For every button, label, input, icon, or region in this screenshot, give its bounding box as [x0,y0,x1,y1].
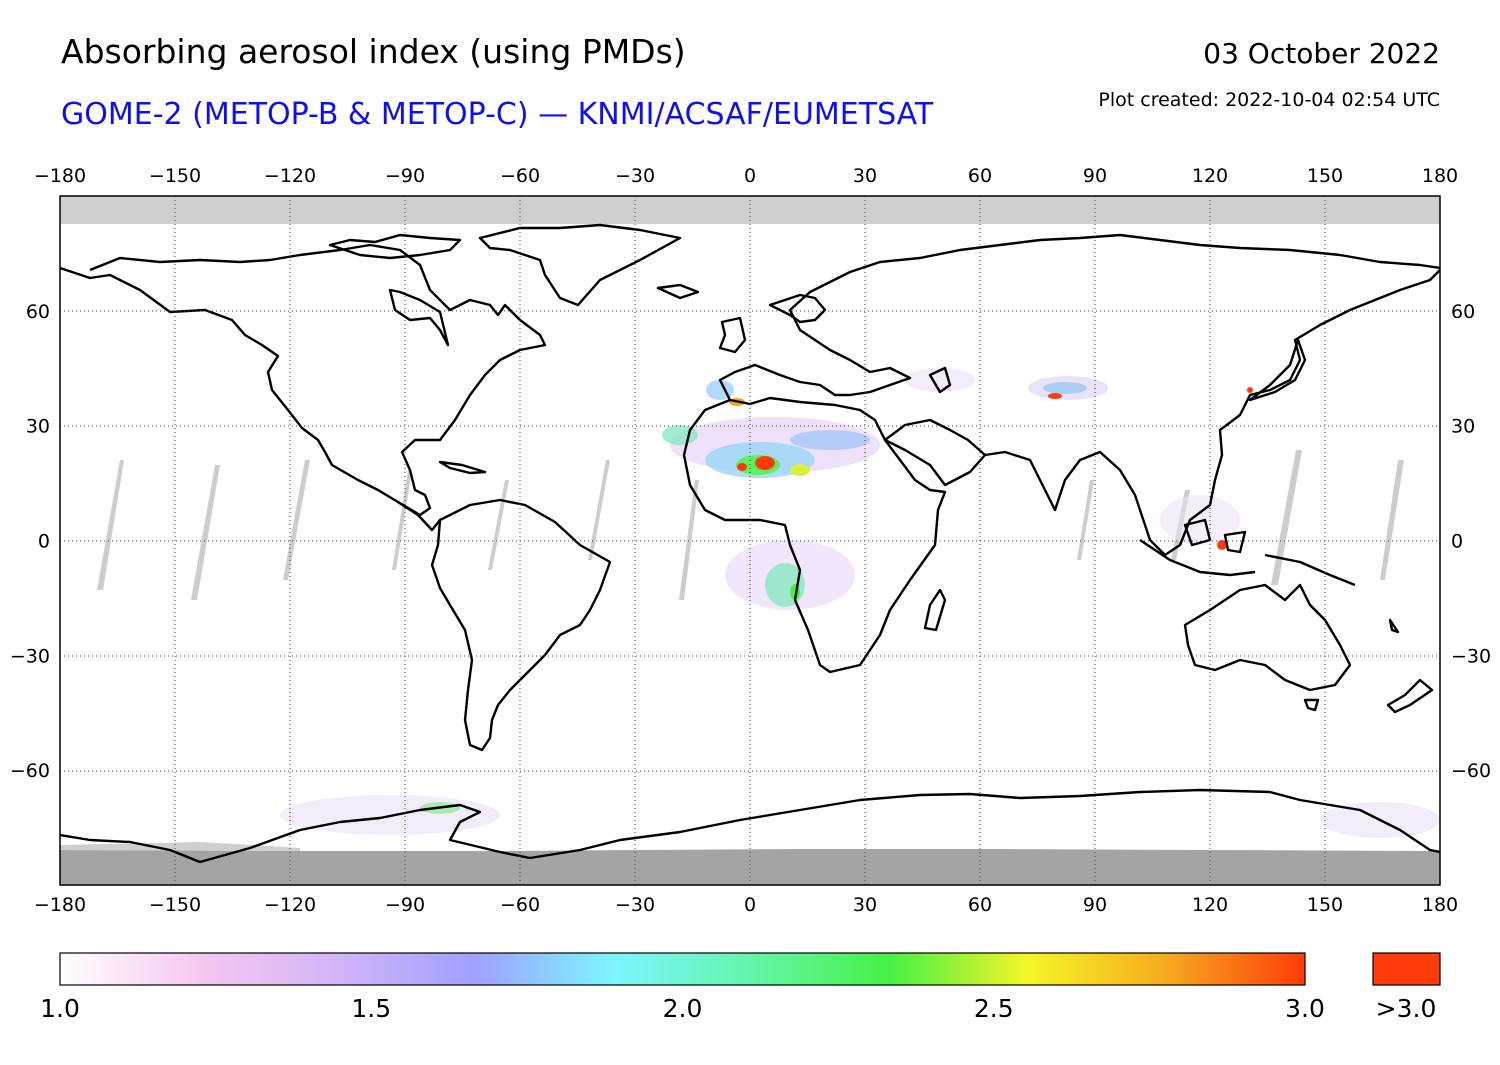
lon-tick-label: 60 [968,165,992,187]
map-subtitle: GOME-2 (METOP-B & METOP-C) — KNMI/ACSAF/… [61,97,934,132]
lat-tick-label: 0 [1451,531,1463,553]
coast-caspian [928,366,952,394]
aerosol-high-plumes [729,387,1253,600]
no-data-south-edge [60,842,300,851]
lon-tick-label: −150 [149,165,201,187]
lon-tick-label: −120 [264,165,316,187]
coast-europe [718,233,1440,401]
coast-japan [1248,338,1307,402]
coast-arctic-islands [328,233,462,260]
lon-tick-label: −60 [500,894,540,916]
lon-tick-label: −30 [615,165,655,187]
lat-tick-label: 60 [26,301,50,323]
map-title: Absorbing aerosol index (using PMDs) [61,32,686,71]
lat-tick-label: 30 [26,416,50,438]
lon-tick-label: 120 [1192,165,1228,187]
lon-tick-label: 180 [1422,165,1458,187]
lat-tick-label: −30 [1451,645,1491,667]
colorbar-tick-label: 1.5 [351,994,392,1023]
lon-tick-label: −150 [149,894,201,916]
lon-tick-label: −90 [385,894,425,916]
lat-tick-label: 0 [38,531,50,553]
colorbar-overflow-label: >3.0 [1375,994,1437,1023]
lon-tick-label: 60 [968,894,992,916]
plot-frame [59,195,1441,886]
coast-antarctica [60,788,1440,864]
coast-cuba [438,460,487,475]
lon-tick-label: 90 [1083,894,1107,916]
coast-britain [718,316,747,354]
lon-tick-label: 30 [853,165,877,187]
coast-central-america [397,500,441,532]
lon-tick-label: 30 [853,894,877,916]
polar-night-south [60,849,1440,885]
colorbar-tick-label: 2.5 [973,994,1014,1023]
coast-north-america [60,243,547,517]
latitude-ticks-left: 60 30 0 −30 −60 [10,301,50,782]
lon-tick-label: 150 [1307,894,1343,916]
colorbar-tick-label: 3.0 [1285,994,1325,1023]
lon-tick-label: −180 [34,894,86,916]
coast-scandinavia [768,293,827,324]
lat-tick-label: 60 [1451,301,1475,323]
lon-tick-label: 150 [1307,165,1343,187]
coast-hudson-bay [388,288,450,347]
latitude-ticks-right: 60 30 0 −30 −60 [1451,301,1491,782]
colorbar-overflow-swatch [1372,952,1441,986]
lon-tick-label: −30 [615,894,655,916]
lon-tick-label: −180 [34,165,86,187]
lon-tick-label: −90 [385,165,425,187]
lon-tick-label: 0 [744,894,756,916]
lat-tick-label: −60 [1451,760,1491,782]
coast-madagascar [923,588,947,632]
coast-africa [682,396,947,674]
longitude-ticks-bottom: −180 −150 −120 −90 −60 −30 0 30 60 90 120 150 180 [34,894,1458,916]
lon-tick-label: 180 [1422,894,1458,916]
lat-tick-label: −30 [10,645,50,667]
coast-south-america [430,498,612,752]
coast-iceland [656,283,700,300]
longitude-ticks-top: −180 −150 −120 −90 −60 −30 0 30 60 90 120 150 180 [34,165,1458,187]
coast-greenland [478,223,682,307]
lon-tick-label: 120 [1192,894,1228,916]
lon-tick-label: −120 [264,894,316,916]
coast-australia [1183,583,1352,692]
observation-date: 03 October 2022 [1203,37,1440,70]
colorbar [59,952,1306,986]
lon-tick-label: −60 [500,165,540,187]
lon-tick-label: 0 [744,165,756,187]
graticule [60,196,1440,885]
coast-new-zealand [1386,618,1434,714]
coast-tasmania [1303,698,1320,712]
lat-tick-label: 30 [1451,416,1475,438]
colorbar-tick-label: 2.0 [662,994,703,1023]
lat-tick-label: −60 [10,760,50,782]
plot-created-timestamp: Plot created: 2022-10-04 02:54 UTC [1098,89,1440,111]
colorbar-tick-label: 1.0 [40,994,80,1023]
lon-tick-label: 90 [1083,165,1107,187]
